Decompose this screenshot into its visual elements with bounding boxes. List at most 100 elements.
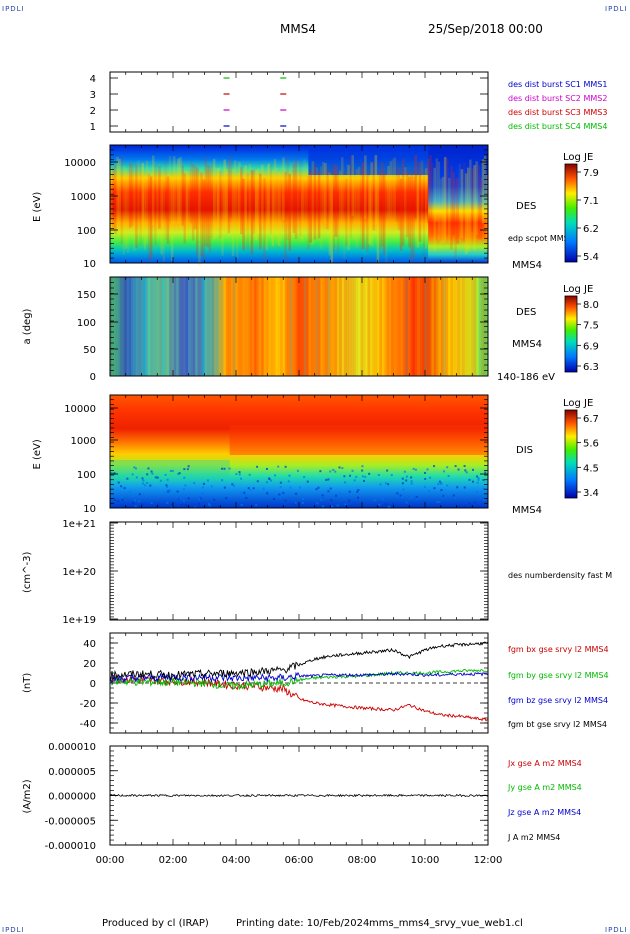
des-energy-strip — [271, 170, 275, 247]
dis-energy-noise — [166, 478, 169, 481]
dis-energy-noise — [240, 477, 243, 480]
des-energy-strip — [425, 168, 428, 249]
y-tick-label: 1e+20 — [62, 567, 96, 578]
des-pitch-strip — [185, 277, 189, 376]
dis-energy-noise — [147, 467, 150, 470]
dis-energy-noise — [181, 504, 184, 507]
des-energy-strip — [160, 176, 163, 255]
dis-energy-noise — [179, 498, 182, 501]
des-pitch-strip — [187, 277, 191, 376]
dis-energy-noise — [440, 489, 443, 492]
dis-energy-noise — [240, 503, 243, 506]
des-pitch-strip — [192, 277, 196, 376]
des-pitch-strip — [251, 277, 255, 376]
des-energy-strip — [395, 159, 399, 222]
dis-energy-noise — [133, 499, 136, 502]
des-pitch-strip — [440, 277, 444, 376]
des-energy-strip — [261, 164, 264, 228]
y-tick-label: 2 — [90, 106, 96, 117]
des-pitch-strip — [355, 277, 359, 376]
dis-energy-noise — [117, 481, 120, 484]
des-energy-strip — [284, 171, 287, 261]
dis-energy-noise — [401, 482, 404, 485]
des-energy-strip — [110, 169, 113, 233]
des-energy-strip — [183, 173, 186, 244]
des-pitch-strip — [128, 277, 132, 376]
dis-energy-noise — [368, 472, 371, 475]
des-energy-strip — [233, 160, 237, 233]
dis-energy-noise — [201, 492, 204, 495]
des-pitch-strip — [223, 277, 227, 376]
des-energy-strip — [387, 166, 390, 238]
dis-energy-noise — [356, 490, 359, 493]
des-pitch-strip — [157, 277, 160, 376]
des-energy-strip — [471, 168, 474, 232]
dis-energy-noise — [209, 504, 212, 507]
dis-energy-noise — [277, 465, 280, 468]
dis-energy-noise — [484, 471, 487, 474]
des-pitch-strip — [365, 277, 368, 376]
des-pitch-strip — [457, 277, 460, 376]
time-tick-label: 06:00 — [285, 855, 314, 866]
des-pitch-strip — [211, 277, 215, 376]
dis-energy-noise — [223, 486, 226, 489]
dis-energy-noise — [329, 487, 332, 490]
dis-energy-noise — [171, 469, 174, 472]
colorbar-tick-label: 8.0 — [583, 300, 599, 311]
burst-legend-entry: des dist burst SC1 MMS1 — [508, 80, 607, 89]
dis-energy-noise — [166, 485, 169, 488]
des-energy-strip — [280, 167, 283, 241]
dis-energy-noise — [247, 487, 250, 490]
dis-energy-noise — [414, 468, 417, 471]
dis-energy-noise — [405, 479, 408, 482]
des-energy-strip — [397, 167, 401, 231]
dis-energy-noise — [198, 498, 201, 501]
y-tick-label: 1 — [90, 122, 96, 133]
des-pitch-strip — [221, 277, 224, 376]
des-energy-strip — [267, 163, 270, 232]
des-pitch-strip — [445, 277, 449, 376]
dis-energy-noise — [274, 474, 277, 477]
dis-energy-noise — [187, 506, 190, 509]
dis-energy-noise — [266, 481, 269, 484]
dis-energy-noise — [167, 490, 170, 493]
dis-energy-noise — [123, 487, 126, 490]
colorbar-title: Log JE — [563, 284, 593, 295]
des-energy-strip — [286, 155, 289, 241]
dis-energy-noise — [330, 499, 333, 502]
des-pitch-strip — [462, 277, 465, 376]
des-pitch-strip — [443, 277, 446, 376]
des-pitch-strip — [395, 277, 399, 376]
des-pitch-strip — [306, 277, 309, 376]
burst-legend-entry: des dist burst SC4 MMS4 — [508, 122, 607, 131]
des-energy-strip — [118, 158, 121, 236]
des-energy-strip — [212, 158, 216, 240]
des-energy-strip — [317, 172, 321, 239]
des-pitch-strip — [450, 277, 453, 376]
des-energy-strip — [475, 161, 478, 235]
des-pitch-strip — [280, 277, 283, 376]
des-pitch-strip — [343, 277, 347, 376]
des-energy-strip — [290, 162, 294, 242]
des-pitch-strip — [258, 277, 262, 376]
dis-energy-noise — [238, 471, 241, 474]
dis-energy-noise — [344, 503, 347, 506]
des-pitch-strip — [419, 277, 423, 376]
des-pitch-strip — [374, 277, 378, 376]
des-pitch-strip — [133, 277, 137, 376]
burst-legend-entry: des dist burst SC2 MMS2 — [508, 94, 607, 103]
y-tick-label: 10000 — [64, 158, 96, 169]
des-energy-strip — [406, 171, 409, 238]
colorbar-tick-label: 7.5 — [583, 321, 599, 332]
des-pitch-strip — [308, 277, 312, 376]
dis-energy-noise — [401, 477, 404, 480]
dis-energy-noise — [134, 467, 137, 470]
des-energy-strip — [383, 173, 386, 255]
des-pitch-strip — [150, 277, 153, 376]
des-pitch-strip — [263, 277, 267, 376]
y-tick-label: 10000 — [64, 404, 96, 415]
dis-energy-noise — [315, 488, 318, 491]
dis-energy-noise — [128, 491, 131, 494]
dis-energy-noise — [278, 493, 281, 496]
des-pitch-bg — [110, 277, 488, 376]
